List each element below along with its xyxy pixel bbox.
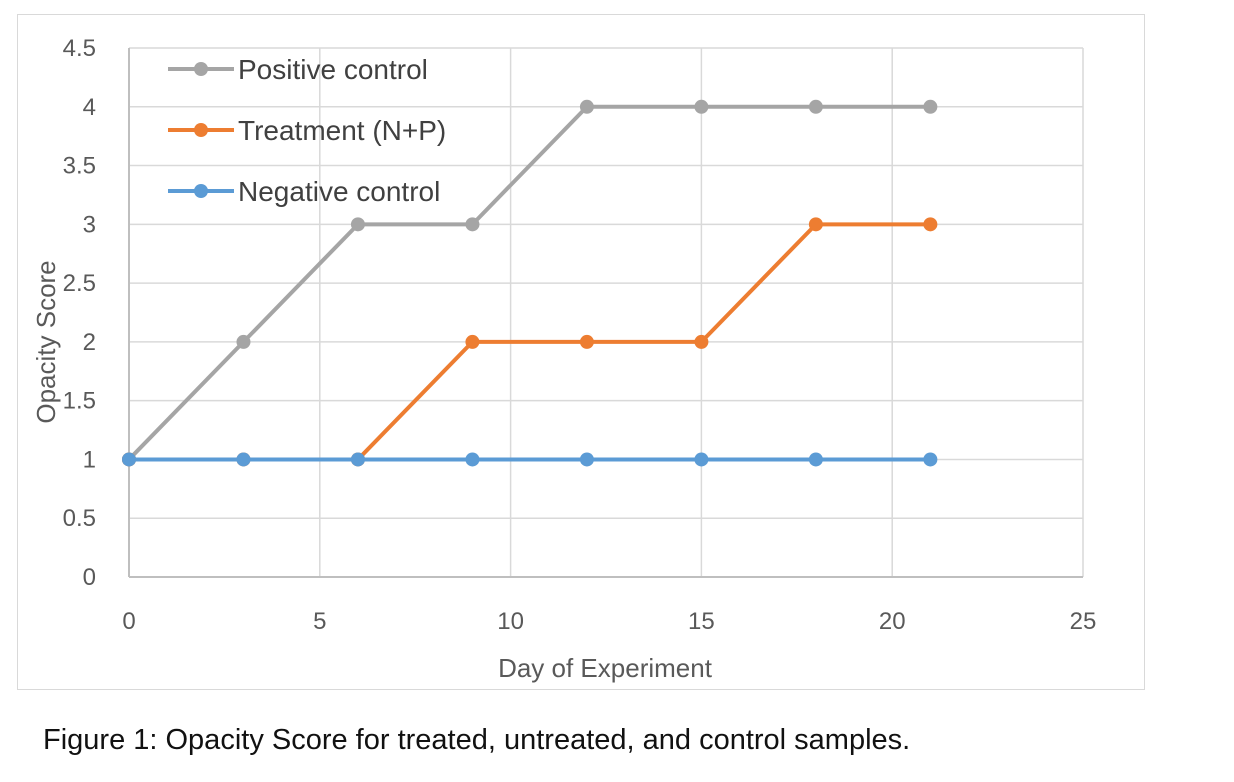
- data-point: [694, 334, 709, 349]
- legend: Positive control Treatment (N+P) Negative …: [168, 54, 446, 207]
- data-point: [694, 99, 709, 114]
- y-tick-label: 1: [83, 446, 96, 473]
- chart-frame: 0 0.5 1 1.5 2 2.5 3 3.5 4 4.5 0 5 10 15 20 25 Positive …: [17, 14, 1145, 690]
- y-axis-title: Opacity Score: [31, 260, 61, 423]
- data-point: [465, 452, 480, 467]
- data-point: [923, 217, 938, 232]
- data-point: [923, 99, 938, 114]
- series-group: [122, 452, 938, 467]
- data-point: [465, 334, 480, 349]
- y-tick-label: 3: [83, 211, 96, 238]
- grid: [129, 47, 1084, 577]
- series-lines: [122, 99, 938, 467]
- data-point: [579, 452, 594, 467]
- data-point: [465, 217, 480, 232]
- data-point: [236, 334, 251, 349]
- x-tick-label: 25: [1070, 608, 1097, 635]
- data-point: [350, 452, 365, 467]
- legend-item: Treatment (N+P): [168, 115, 446, 146]
- data-point: [923, 452, 938, 467]
- y-tick-label: 2: [83, 329, 96, 356]
- y-tick-label: 1.5: [63, 388, 96, 415]
- x-tick-label: 10: [497, 608, 524, 635]
- data-point: [808, 217, 823, 232]
- data-point: [350, 217, 365, 232]
- x-tick-label: 0: [122, 608, 135, 635]
- x-axis-title: Day of Experiment: [498, 653, 713, 683]
- axes: 0 0.5 1 1.5 2 2.5 3 3.5 4 4.5 0 5 10 15 20 25: [63, 35, 1097, 635]
- data-point: [579, 99, 594, 114]
- x-tick-label: 20: [879, 608, 906, 635]
- y-tick-label: 0: [83, 564, 96, 591]
- data-point: [808, 99, 823, 114]
- line-chart: 0 0.5 1 1.5 2 2.5 3 3.5 4 4.5 0 5 10 15 20 25 Positive …: [31, 35, 1097, 683]
- data-point: [579, 334, 594, 349]
- series-line: [127, 104, 933, 462]
- legend-marker: [194, 62, 208, 76]
- x-tick-label: 5: [313, 608, 326, 635]
- data-point: [808, 452, 823, 467]
- figure-caption: Figure 1: Opacity Score for treated, unt…: [43, 724, 911, 756]
- y-tick-label: 4.5: [63, 35, 96, 62]
- legend-item: Positive control: [168, 54, 428, 85]
- y-tick-label: 4: [83, 94, 96, 121]
- legend-label: Positive control: [238, 54, 428, 85]
- data-point: [236, 452, 251, 467]
- legend-marker: [194, 184, 208, 198]
- legend-label: Treatment (N+P): [238, 115, 446, 146]
- legend-marker: [194, 123, 208, 137]
- legend-item: Negative control: [168, 176, 440, 207]
- data-point: [694, 452, 709, 467]
- y-tick-label: 2.5: [63, 270, 96, 297]
- data-point: [122, 452, 136, 467]
- x-tick-label: 15: [688, 608, 715, 635]
- y-tick-label: 3.5: [63, 153, 96, 180]
- y-tick-label: 0.5: [63, 505, 96, 532]
- legend-label: Negative control: [238, 176, 440, 207]
